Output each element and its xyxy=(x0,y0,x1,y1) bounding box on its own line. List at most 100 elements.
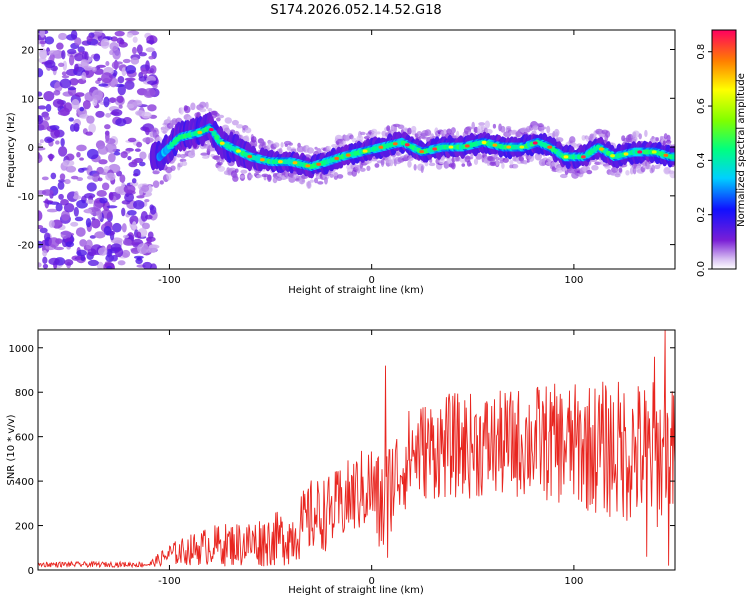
halo-blob xyxy=(166,172,172,181)
x-tick-label: -100 xyxy=(158,275,181,286)
halo-blob xyxy=(359,167,366,172)
halo-blob xyxy=(244,127,252,134)
noise-blob xyxy=(121,67,127,77)
noise-blob xyxy=(67,48,77,55)
noise-blob xyxy=(70,175,79,180)
ridge-peak xyxy=(663,153,669,157)
noise-blob xyxy=(149,204,154,211)
noise-blob xyxy=(146,80,158,85)
noise-blob xyxy=(58,146,68,157)
noise-blob xyxy=(53,246,65,251)
halo-blob xyxy=(553,128,560,137)
noise-blob xyxy=(137,243,149,255)
noise-blob xyxy=(79,157,84,161)
noise-blob xyxy=(91,66,97,72)
noise-blob xyxy=(116,95,124,103)
noise-blob xyxy=(42,256,48,265)
halo-blob xyxy=(329,173,334,178)
ridge-peak xyxy=(197,130,203,135)
chart-title: S174.2026.052.14.52.G18 xyxy=(270,3,441,18)
halo-blob xyxy=(591,164,599,171)
halo-blob xyxy=(489,161,497,167)
halo-blob xyxy=(374,163,380,168)
halo-blob xyxy=(235,124,244,129)
y-tick-label: 1000 xyxy=(9,344,34,355)
noise-blob xyxy=(115,118,127,127)
noise-blob xyxy=(42,263,49,269)
noise-blob xyxy=(139,161,146,167)
ridge-peak xyxy=(464,144,470,148)
halo-blob xyxy=(468,162,473,167)
ridge-peak xyxy=(432,147,438,151)
noise-blob xyxy=(48,50,60,55)
spectrogram-ylabel: Frequency (Hz) xyxy=(6,112,17,188)
noise-blob xyxy=(136,44,143,55)
noise-blob xyxy=(136,195,145,199)
noise-blob xyxy=(122,238,132,246)
colorbar-tick-label: 0.0 xyxy=(696,261,707,277)
noise-blob xyxy=(132,46,137,55)
halo-blob xyxy=(309,179,314,183)
noise-blob xyxy=(63,203,75,213)
noise-blob xyxy=(142,137,154,143)
noise-blob xyxy=(46,138,55,142)
noise-blob xyxy=(38,262,42,268)
y-tick-label: 0 xyxy=(28,566,34,577)
ridge-peak xyxy=(345,153,351,157)
noise-blob xyxy=(43,91,55,102)
ridge-peak xyxy=(481,140,487,145)
noise-blob xyxy=(61,75,70,79)
noise-blob xyxy=(43,200,54,204)
noise-blob xyxy=(61,71,67,76)
noise-blob xyxy=(110,36,118,42)
noise-blob xyxy=(98,159,108,165)
halo-blob xyxy=(155,129,160,136)
y-tick-label: 200 xyxy=(15,522,34,533)
noise-blob xyxy=(86,115,95,124)
noise-blob xyxy=(74,37,82,46)
halo-blob xyxy=(611,166,619,173)
halo-blob xyxy=(261,173,269,178)
halo-blob xyxy=(625,170,630,176)
halo-blob xyxy=(273,142,280,148)
ridge-peak xyxy=(392,142,398,146)
noise-blob xyxy=(59,173,66,181)
noise-blob xyxy=(131,159,138,165)
noise-blob xyxy=(126,103,135,109)
halo-blob xyxy=(286,146,292,151)
noise-blob xyxy=(77,46,85,53)
noise-blob xyxy=(57,110,70,116)
halo-blob xyxy=(513,164,519,169)
noise-blob xyxy=(85,218,92,228)
noise-blob xyxy=(141,184,150,193)
halo-blob xyxy=(484,128,493,135)
noise-blob xyxy=(105,172,116,181)
noise-blob xyxy=(132,100,143,107)
colorbar: 0.0 0.2 0.4 0.6 0.8 Normalized spectral ampl… xyxy=(696,29,747,277)
noise-blob xyxy=(105,112,111,118)
colorbar-tick-label: 0.4 xyxy=(696,152,707,168)
noise-blob xyxy=(48,257,60,266)
halo-blob xyxy=(357,168,361,174)
noise-blob xyxy=(146,70,153,74)
noise-blob xyxy=(118,41,128,48)
halo-blob xyxy=(444,163,451,168)
halo-blob xyxy=(669,170,675,179)
halo-blob xyxy=(478,122,486,126)
ridge-peak xyxy=(208,127,214,132)
noise-blob xyxy=(143,88,156,97)
noise-blob xyxy=(42,250,48,257)
noise-blob xyxy=(87,259,99,267)
noise-blob xyxy=(140,210,148,222)
halo-blob xyxy=(393,126,397,134)
noise-blob xyxy=(70,30,78,40)
ridge-peak xyxy=(519,145,525,149)
halo-blob xyxy=(546,125,551,134)
ridge-peak xyxy=(404,143,410,147)
colorbar-tick-label: 0.2 xyxy=(696,207,707,223)
ridge-peak xyxy=(448,145,454,149)
noise-blob xyxy=(142,261,153,269)
noise-blob xyxy=(124,80,135,90)
noise-blob xyxy=(134,148,141,152)
